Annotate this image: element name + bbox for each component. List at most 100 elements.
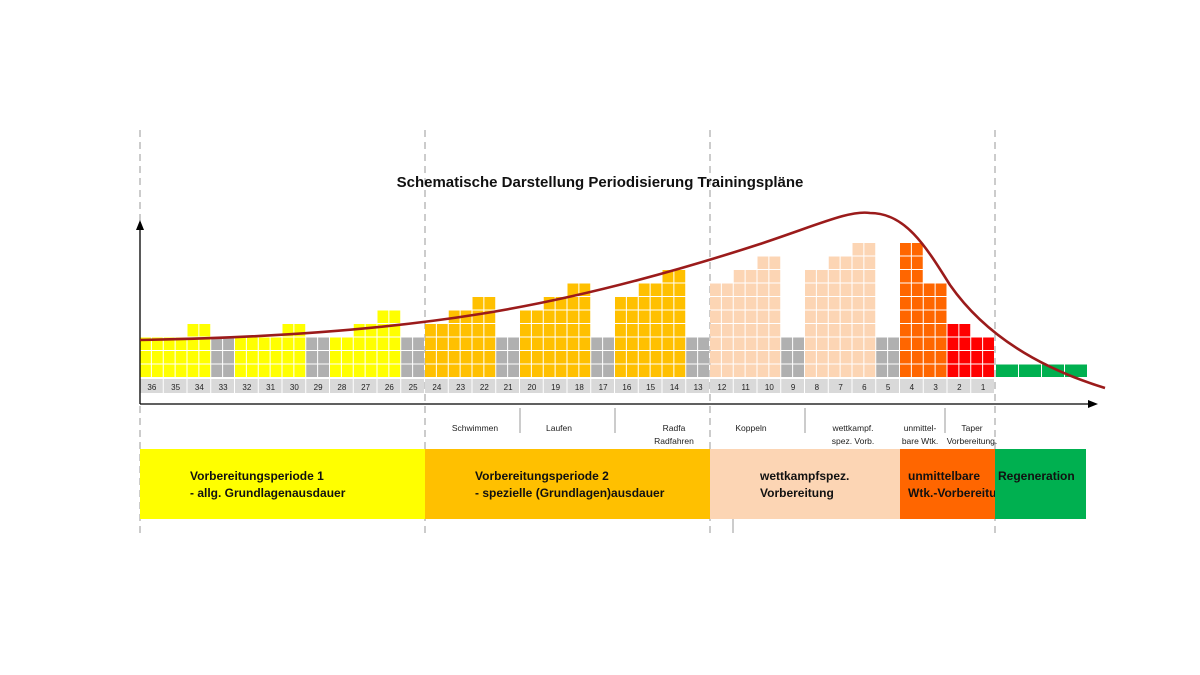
bar-cell	[638, 364, 650, 377]
week-label: 6	[862, 383, 867, 392]
bar-cell	[674, 310, 686, 323]
bar-cell	[579, 310, 591, 323]
bar-cell	[864, 297, 876, 310]
bar-cell	[864, 310, 876, 323]
sub-phase-label: wettkampf.	[831, 423, 873, 433]
bar	[828, 256, 852, 377]
bar-cell	[543, 364, 555, 377]
bar-cell	[816, 337, 828, 350]
bar-cell	[781, 351, 793, 364]
bar-cell	[674, 270, 686, 283]
bar-cell	[484, 337, 496, 350]
bar-cell	[686, 337, 698, 350]
bar-cell	[472, 310, 484, 323]
week-cell	[496, 379, 519, 393]
bar-cell	[733, 337, 745, 350]
bar-cell	[140, 337, 151, 350]
bar-cell	[733, 351, 745, 364]
bar-cell	[769, 270, 781, 283]
bar-cell	[353, 337, 365, 350]
bar-cell	[900, 256, 911, 269]
bar-cell	[318, 351, 329, 364]
bar-cell	[816, 324, 828, 337]
bar-cell	[710, 364, 721, 377]
bar-cell	[805, 297, 816, 310]
bar-cell	[318, 337, 329, 350]
week-cell	[757, 379, 781, 393]
bar-cell	[531, 351, 543, 364]
bar-cell	[971, 337, 983, 350]
bar-cell	[852, 256, 864, 269]
bar-cell	[531, 324, 543, 337]
bar-cell	[389, 364, 401, 377]
bar-cell	[923, 351, 935, 364]
bar-cell	[816, 364, 828, 377]
bar-cell	[745, 310, 757, 323]
bar-cell	[638, 297, 650, 310]
bar-cell	[674, 337, 686, 350]
load-curve	[139, 211, 1106, 390]
week-label: 18	[575, 383, 584, 392]
bar-cell	[911, 283, 923, 296]
bar-cell	[567, 364, 579, 377]
week-cell	[163, 379, 187, 393]
period-box	[900, 449, 995, 519]
sub-phase-label: Radfahren	[654, 436, 694, 446]
bar-cell	[698, 364, 709, 377]
bar-cell	[816, 270, 828, 283]
bar-cell	[698, 351, 709, 364]
bar-cell	[425, 351, 436, 364]
bar-cell	[828, 270, 840, 283]
bar-cell	[140, 351, 151, 364]
period-box	[710, 449, 900, 519]
bar-cell	[674, 283, 686, 296]
bar-cell	[769, 351, 781, 364]
bar-cell	[389, 337, 401, 350]
bar-cell	[888, 337, 899, 350]
bar-cell	[638, 283, 650, 296]
bar-cell	[223, 337, 234, 350]
bar-cell	[757, 351, 769, 364]
bar-cell	[567, 297, 579, 310]
bar-cell	[341, 351, 353, 364]
bar-cell	[365, 364, 377, 377]
week-label: 5	[886, 383, 891, 392]
bar-cell	[959, 324, 971, 337]
bar-cell	[816, 351, 828, 364]
bar	[282, 324, 306, 377]
bar-cell	[923, 337, 935, 350]
regeneration-bar	[1019, 364, 1041, 377]
week-label: 33	[219, 383, 228, 392]
bar-cell	[389, 310, 401, 323]
sub-phase-label: spez. Vorb.	[832, 436, 875, 446]
bar-cell	[864, 243, 876, 256]
bar-cell	[567, 283, 579, 296]
bar-cell	[294, 324, 306, 337]
week-label: 17	[599, 383, 608, 392]
bar-cell	[923, 310, 935, 323]
bar-cell	[793, 351, 804, 364]
bar-cell	[187, 351, 199, 364]
period-label: Vorbereitung	[760, 486, 834, 500]
bar-cell	[175, 364, 187, 377]
bar-cell	[626, 337, 638, 350]
bar-cell	[935, 351, 947, 364]
week-label: 23	[456, 383, 465, 392]
bar-cell	[911, 337, 923, 350]
bar-cell	[543, 324, 555, 337]
bar-cell	[626, 324, 638, 337]
bar-cell	[935, 310, 947, 323]
bar-cell	[793, 337, 804, 350]
week-label: 21	[504, 383, 513, 392]
bar-cell	[840, 351, 852, 364]
period-label: Vorbereitungsperiode 1	[190, 469, 324, 483]
bar-cell	[721, 351, 733, 364]
bar-cell	[377, 337, 389, 350]
bar-cell	[401, 337, 413, 350]
bar-cell	[757, 256, 769, 269]
bar-cell	[923, 364, 935, 377]
bar-cell	[508, 337, 519, 350]
bar-cell	[650, 364, 662, 377]
bar	[876, 337, 899, 377]
